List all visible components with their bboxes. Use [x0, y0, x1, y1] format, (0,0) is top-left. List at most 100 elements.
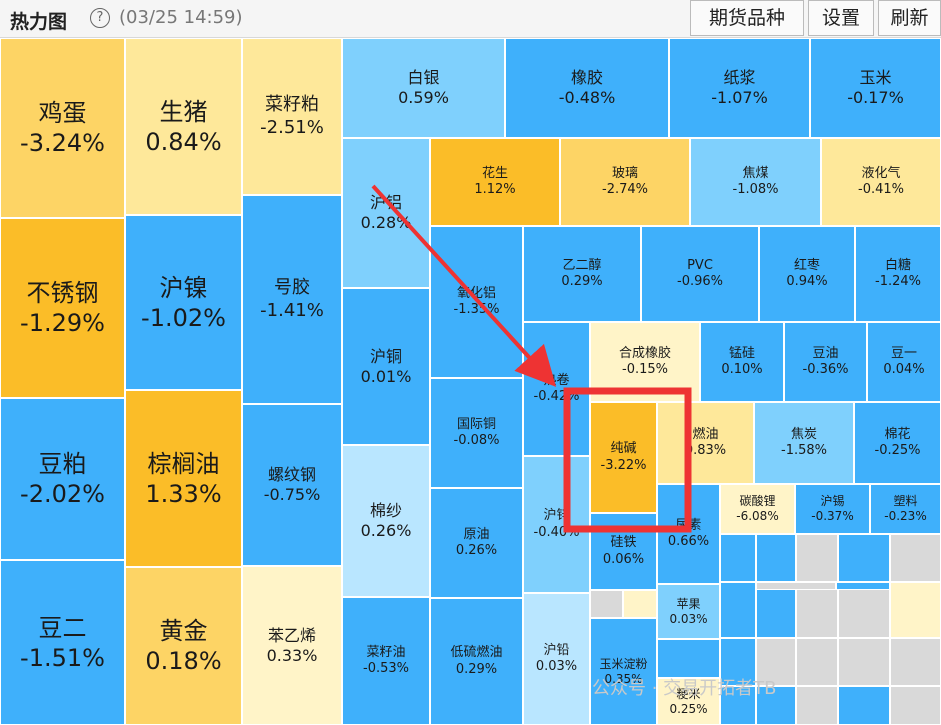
tile-name: 沪锡 — [820, 494, 845, 508]
tile-change-percent: 1.33% — [145, 479, 222, 508]
heatmap-tile[interactable]: 锰硅 0.10% — [700, 322, 784, 402]
tile-name: 低硫燃油 — [450, 645, 503, 661]
tile-change-percent: 0.18% — [145, 647, 222, 675]
tile-name: 豆二 — [38, 613, 87, 642]
heatmap-tile[interactable]: 不锈钢 -1.29% — [0, 218, 125, 398]
heatmap-tile[interactable]: 豆二 -1.51% — [0, 560, 125, 725]
heatmap-tile[interactable]: 菜籽油 -0.53% — [342, 597, 430, 725]
futures-variety-button[interactable]: 期货品种 — [690, 0, 804, 36]
tile-change-percent: 0.94% — [786, 274, 828, 289]
tile-change-percent: -1.29% — [20, 309, 105, 337]
heatmap-tile[interactable]: 沪铅 0.03% — [523, 593, 590, 725]
tile-change-percent: -0.15% — [622, 362, 668, 377]
heatmap-tile[interactable]: 原油 0.26% — [430, 488, 523, 598]
heatmap-tile[interactable]: 豆粕 -2.02% — [0, 398, 125, 560]
heatmap-tile[interactable]: 粳米 0.25% — [657, 678, 720, 725]
heatmap-tile[interactable]: 苯乙烯 0.33% — [242, 566, 342, 725]
tile-change-percent: -2.74% — [602, 182, 648, 197]
heatmap-tile[interactable]: 玉米 -0.17% — [810, 38, 941, 138]
heatmap-tile[interactable]: 白银 0.59% — [342, 38, 505, 138]
heatmap-tile[interactable]: PVC -0.96% — [641, 226, 759, 322]
tile-name: 花生 — [481, 165, 508, 181]
heatmap-tile[interactable]: 沪镍 -1.02% — [125, 215, 242, 390]
heatmap-tile[interactable]: 液化气 -0.41% — [821, 138, 941, 226]
heatmap-tile[interactable]: 低硫燃油 0.29% — [430, 598, 523, 725]
heatmap-tile[interactable]: 国际铜 -0.08% — [430, 378, 523, 488]
heatmap-tile[interactable]: 生猪 0.84% — [125, 38, 242, 215]
empty-tile — [796, 582, 838, 638]
tile-change-percent: -1.24% — [875, 274, 921, 289]
heatmap-tile[interactable]: 棕榈油 1.33% — [125, 390, 242, 567]
tile-name: 菜籽粕 — [265, 94, 319, 115]
heatmap-tile[interactable]: 尿素 0.66% — [657, 484, 720, 584]
tile-name: 玉米淀粉 — [599, 656, 648, 671]
tile-name: 苹果 — [676, 596, 701, 611]
tile-name: 氧化铝 — [456, 285, 496, 301]
heatmap-title: 热力图 — [10, 11, 68, 33]
heatmap-tile[interactable]: 纸浆 -1.07% — [669, 38, 810, 138]
empty-tile — [836, 582, 890, 590]
heatmap-tile[interactable]: 菜籽粕 -2.51% — [242, 38, 342, 195]
heatmap-tile[interactable]: 黄金 0.18% — [125, 567, 242, 725]
tile-change-percent: -1.51% — [20, 643, 105, 672]
tile-change-percent: 0.26% — [455, 543, 498, 558]
heatmap-tile[interactable]: 氧化铝 -1.35% — [430, 226, 523, 378]
tile-change-percent: -0.40% — [533, 524, 580, 540]
heatmap-tile[interactable]: 沪锡 -0.37% — [795, 484, 870, 534]
heatmap-tile[interactable]: 玉米淀粉 0.35% — [590, 618, 657, 725]
tile-change-percent: 0.29% — [561, 274, 603, 289]
tile-change-percent: 1.12% — [474, 182, 516, 197]
tile-name: PVC — [687, 257, 713, 273]
heatmap-tile[interactable]: 沪铝 0.28% — [342, 138, 430, 288]
heatmap-tile[interactable]: 硅铁 0.06% — [590, 513, 657, 590]
heatmap-tile[interactable]: 焦炭 -1.58% — [754, 402, 854, 484]
settings-button[interactable]: 设置 — [808, 0, 874, 36]
heatmap-tile[interactable]: 红枣 0.94% — [759, 226, 855, 322]
tile-name: 焦煤 — [742, 165, 769, 181]
heatmap-tile[interactable]: 螺纹钢 -0.75% — [242, 404, 342, 566]
help-icon[interactable]: ? — [90, 8, 110, 28]
heatmap-tile[interactable]: 玻璃 -2.74% — [560, 138, 690, 226]
tile-change-percent: -0.08% — [453, 433, 500, 448]
tile-name: 白糖 — [884, 257, 911, 273]
tile-change-percent: -0.42% — [533, 389, 580, 404]
tile-name: 棉纱 — [369, 501, 402, 520]
heatmap-tile[interactable]: 花生 1.12% — [430, 138, 560, 226]
heatmap-tile[interactable]: 豆油 -0.36% — [784, 322, 867, 402]
empty-tile — [838, 582, 890, 638]
tile-change-percent: 0.59% — [398, 88, 449, 107]
empty-tile — [720, 638, 756, 686]
heatmap-tile[interactable]: 合成橡胶 -0.15% — [590, 322, 700, 402]
heatmap-tile[interactable]: 塑料 -0.23% — [870, 484, 941, 534]
heatmap-tile[interactable]: 沪锌 -0.40% — [523, 456, 590, 593]
heatmap-tile[interactable]: 沪铜 0.01% — [342, 288, 430, 445]
heatmap-tile[interactable]: 豆一 0.04% — [867, 322, 941, 402]
tile-name: 沪镍 — [159, 273, 208, 302]
heatmap-tile[interactable]: 棉纱 0.26% — [342, 445, 430, 597]
heatmap-tile[interactable]: 白糖 -1.24% — [855, 226, 941, 322]
heatmap-tile[interactable]: 乙二醇 0.29% — [523, 226, 641, 322]
heatmap-tile[interactable]: 热卷 -0.42% — [523, 322, 590, 456]
empty-tile — [838, 686, 890, 725]
tile-change-percent: -0.53% — [363, 661, 409, 676]
heatmap-tile[interactable]: 碳酸锂 -6.08% — [720, 484, 795, 534]
tile-change-percent: 0.25% — [669, 701, 708, 716]
heatmap-tile[interactable]: 纯碱 -3.22% — [590, 402, 657, 513]
heatmap-tile[interactable]: 棉花 -0.25% — [854, 402, 941, 484]
tile-name: 螺纹钢 — [267, 465, 316, 484]
heatmap-tile[interactable]: 苹果 0.03% — [657, 584, 720, 639]
heatmap-tile[interactable]: 燃油 0.83% — [657, 402, 754, 484]
tile-change-percent: 0.26% — [360, 521, 412, 540]
tile-name: 原油 — [463, 526, 490, 542]
tile-name: 乙二醇 — [562, 257, 602, 273]
tile-change-percent: 0.29% — [455, 661, 498, 677]
tile-name: 鸡蛋 — [38, 99, 87, 127]
refresh-button[interactable]: 刷新 — [878, 0, 941, 36]
heatmap-tile[interactable]: 号胶 -1.41% — [242, 195, 342, 404]
tile-name: 合成橡胶 — [618, 345, 671, 361]
tile-change-percent: -1.35% — [453, 302, 500, 317]
heatmap-tile[interactable]: 鸡蛋 -3.24% — [0, 38, 125, 218]
heatmap-tile[interactable]: 焦煤 -1.08% — [690, 138, 821, 226]
heatmap-tile[interactable]: 橡胶 -0.48% — [505, 38, 669, 138]
empty-tile — [796, 638, 838, 686]
